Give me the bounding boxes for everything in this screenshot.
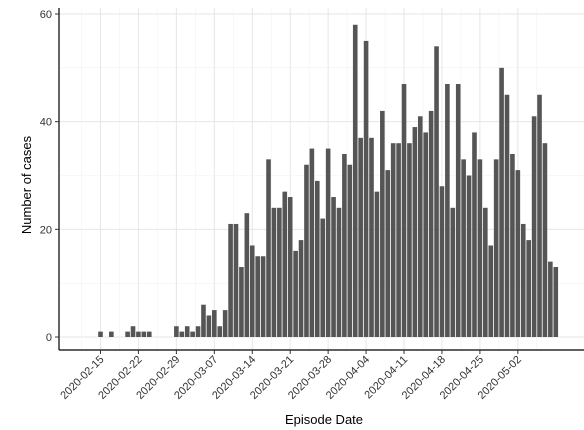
bar (342, 153, 347, 337)
bar (401, 83, 407, 337)
bar (233, 223, 239, 337)
bar (125, 331, 130, 337)
bar (493, 159, 499, 337)
bar (553, 267, 559, 337)
bar (320, 218, 326, 337)
bar (461, 159, 466, 337)
bar (109, 331, 114, 337)
bar (293, 250, 298, 337)
y-tick-label: 20 (40, 224, 52, 236)
bar (445, 83, 450, 337)
bar (309, 148, 315, 337)
bar (385, 170, 391, 337)
bar (542, 143, 548, 337)
bar (136, 331, 141, 337)
bar (417, 116, 423, 338)
bar (249, 245, 255, 337)
bar (98, 331, 103, 337)
y-axis-ticks: 0 20 40 60 (40, 9, 59, 344)
bar (439, 186, 445, 337)
bar (488, 245, 494, 337)
y-tick-label: 0 (46, 332, 52, 344)
bar (179, 331, 185, 337)
bar (504, 94, 510, 337)
bar (222, 310, 228, 337)
bar (466, 175, 472, 337)
bar (499, 67, 504, 337)
bar (352, 24, 358, 338)
bar (423, 132, 428, 337)
bar (287, 197, 293, 337)
bar (455, 83, 461, 337)
bar (201, 304, 206, 337)
bar (260, 256, 266, 337)
bars (98, 24, 559, 338)
y-tick-label: 60 (40, 9, 52, 21)
bar (282, 191, 288, 337)
bar (195, 326, 201, 337)
bar (255, 256, 260, 337)
bar (347, 164, 353, 337)
bar (358, 137, 363, 337)
bar (315, 180, 320, 337)
bar (298, 240, 304, 337)
x-axis-ticks: 2020-02-152020-02-222020-02-292020-03-07… (58, 350, 524, 402)
bar (130, 326, 136, 337)
bar (477, 159, 483, 337)
bar (428, 110, 434, 338)
bar (336, 207, 342, 337)
bar (141, 331, 147, 337)
bar (472, 132, 477, 337)
bar (412, 127, 418, 337)
bar (434, 46, 439, 338)
bar (374, 191, 380, 337)
bar (184, 326, 190, 337)
bar (239, 267, 244, 337)
bar (380, 110, 385, 338)
bar (277, 207, 282, 337)
bar (515, 170, 521, 337)
bar (450, 207, 456, 337)
bar (217, 326, 223, 337)
bar (244, 213, 250, 337)
bar (212, 310, 217, 337)
bar (228, 223, 233, 337)
bar (526, 240, 531, 337)
bar (325, 148, 331, 337)
x-axis-title: Episode Date (285, 412, 363, 427)
bar (369, 137, 374, 337)
bar (331, 197, 336, 337)
bar (174, 326, 179, 337)
bar (304, 164, 309, 337)
bar (483, 207, 488, 337)
bar (266, 159, 271, 337)
bar (537, 94, 542, 337)
bar (390, 143, 396, 337)
bar (407, 143, 412, 337)
bar (363, 40, 369, 338)
bar (520, 223, 526, 337)
y-axis-title: Number of cases (19, 135, 34, 234)
bar (510, 153, 515, 337)
bar (206, 315, 212, 337)
bar (146, 331, 152, 337)
y-tick-label: 40 (40, 117, 52, 129)
bar (190, 331, 195, 337)
bar (271, 207, 277, 337)
bar (548, 261, 553, 337)
bar (396, 143, 401, 337)
bar (531, 116, 537, 338)
